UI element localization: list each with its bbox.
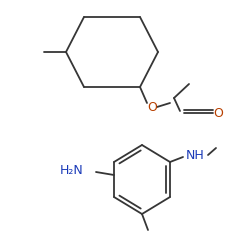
Text: NH: NH (186, 148, 204, 162)
Text: O: O (213, 107, 223, 120)
Text: O: O (147, 101, 157, 114)
Text: H₂N: H₂N (60, 164, 84, 177)
